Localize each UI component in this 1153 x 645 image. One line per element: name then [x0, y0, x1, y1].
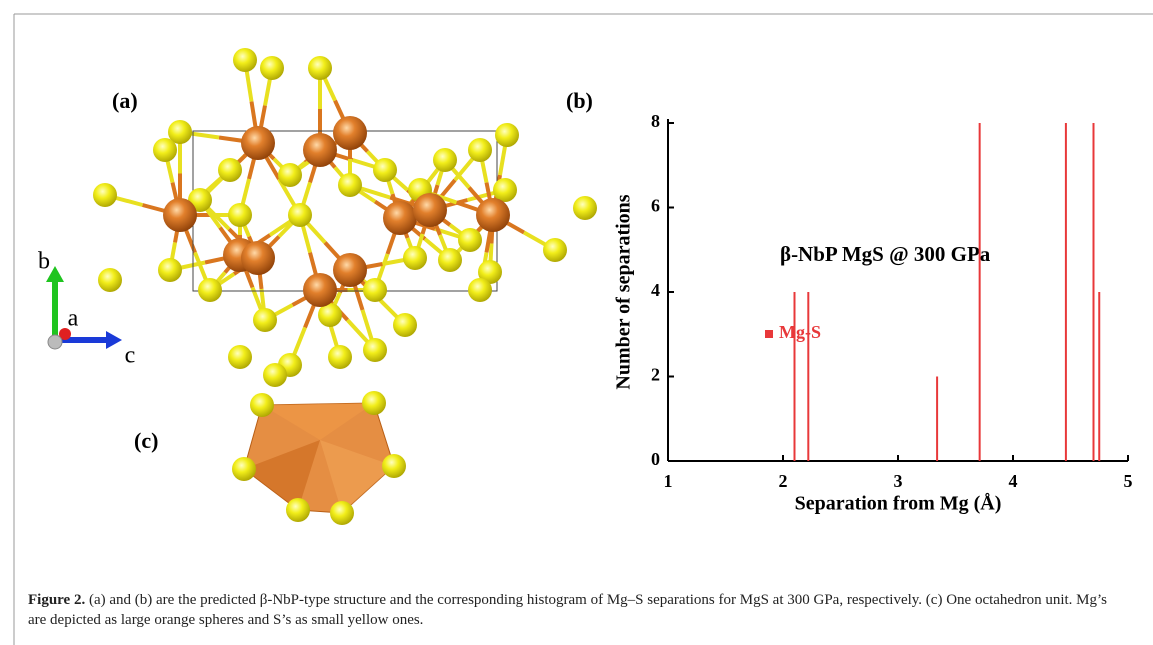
sulfur-atom	[198, 278, 222, 302]
magnesium-atom	[303, 273, 337, 307]
sulfur-atom	[250, 393, 274, 417]
axis-label: c	[125, 343, 136, 369]
x-tick-label: 4	[1009, 471, 1018, 491]
sulfur-atom	[232, 457, 256, 481]
sulfur-atom	[286, 498, 310, 522]
sulfur-atom	[393, 313, 417, 337]
bar	[794, 292, 796, 461]
sulfur-atom	[495, 123, 519, 147]
sulfur-atom	[153, 138, 177, 162]
y-tick-label: 8	[651, 111, 660, 131]
sulfur-atom	[363, 278, 387, 302]
sulfur-atom	[98, 268, 122, 292]
annotation: β-NbP MgS @ 300 GPa	[780, 242, 991, 266]
magnesium-atom	[413, 193, 447, 227]
bar	[1093, 123, 1095, 461]
bar	[979, 123, 981, 461]
octahedron	[244, 403, 394, 513]
sulfur-atom	[458, 228, 482, 252]
sulfur-atom	[93, 183, 117, 207]
magnesium-atom	[383, 201, 417, 235]
magnesium-atom	[333, 116, 367, 150]
x-tick-label: 5	[1124, 471, 1133, 491]
sulfur-atom	[263, 363, 287, 387]
sulfur-atom	[228, 345, 252, 369]
magnesium-atom	[241, 241, 275, 275]
sulfur-atom	[438, 248, 462, 272]
axis-label: b	[38, 249, 50, 275]
sulfur-atom	[330, 501, 354, 525]
sulfur-atom	[468, 278, 492, 302]
crystal-structure	[93, 48, 597, 387]
sulfur-atom	[158, 258, 182, 282]
histogram: 0 2 4 6 8 1 2 3 4 5 Separation from Mg (Å) Number o…	[613, 111, 1133, 514]
legend-marker	[765, 330, 773, 338]
x-axis-label: Separation from Mg (Å)	[795, 492, 1002, 515]
panel-label: (a)	[112, 88, 138, 113]
magnesium-atom	[333, 253, 367, 287]
page: {"panels": {"a": {"label": "(a)", "axes"…	[0, 0, 1153, 645]
magnesium-atom	[476, 198, 510, 232]
sulfur-atom	[338, 173, 362, 197]
sulfur-atom	[468, 138, 492, 162]
sulfur-atom	[288, 203, 312, 227]
sulfur-atom	[543, 238, 567, 262]
panel-label: (b)	[566, 88, 593, 113]
sulfur-atom	[278, 163, 302, 187]
sulfur-atom	[218, 158, 242, 182]
sulfur-atom	[433, 148, 457, 172]
sulfur-atom	[328, 345, 352, 369]
y-tick-label: 2	[651, 365, 660, 385]
sulfur-atom	[233, 48, 257, 72]
sulfur-atom	[228, 203, 252, 227]
magnesium-atom	[163, 198, 197, 232]
y-tick-label: 6	[651, 196, 660, 216]
magnesium-atom	[303, 133, 337, 167]
magnesium-atom	[241, 126, 275, 160]
caption-text: (a) and (b) are the predicted β-NbP-type…	[28, 592, 1107, 628]
bar	[1065, 123, 1067, 461]
caption: Figure 2. (a) and (b) are the predicted …	[28, 590, 1128, 630]
axis-indicator: b a c	[38, 249, 135, 369]
sulfur-atom	[403, 246, 427, 270]
bar	[936, 377, 938, 462]
sulfur-atom	[308, 56, 332, 80]
sulfur-atom	[373, 158, 397, 182]
legend-label: Mg-S	[779, 322, 821, 342]
sulfur-atom	[363, 338, 387, 362]
bar	[807, 292, 809, 461]
x-tick-label: 2	[779, 471, 788, 491]
figure: b a c (a) (b) (c) 0 2 4 6 8 1 2 3 4 5 Separation f…	[0, 0, 1153, 645]
sulfur-atom	[260, 56, 284, 80]
caption-label: Figure 2.	[28, 592, 85, 608]
panel-label: (c)	[134, 428, 158, 453]
sulfur-atom	[573, 196, 597, 220]
sulfur-atom	[382, 454, 406, 478]
x-tick-label: 1	[664, 471, 673, 491]
axis-label: a	[68, 306, 79, 332]
bar	[1098, 292, 1100, 461]
x-tick-label: 3	[894, 471, 903, 491]
y-tick-label: 0	[651, 449, 660, 469]
y-axis-label: Number of separations	[613, 194, 635, 389]
sulfur-atom	[362, 391, 386, 415]
y-tick-label: 4	[651, 280, 660, 300]
sulfur-atom	[253, 308, 277, 332]
